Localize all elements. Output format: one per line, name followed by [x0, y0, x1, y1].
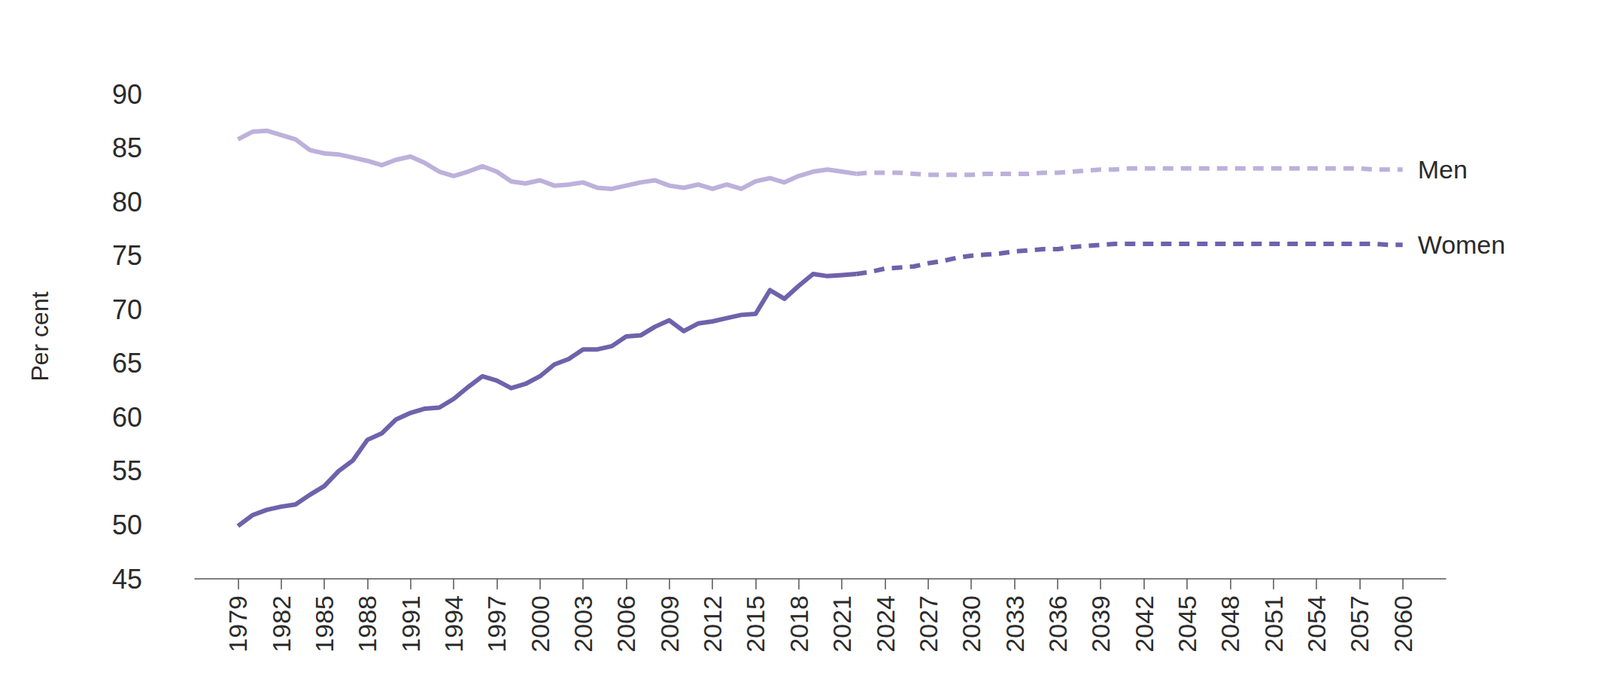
svg-text:50: 50 — [112, 509, 143, 541]
svg-text:2060: 2060 — [1388, 595, 1418, 653]
svg-text:85: 85 — [112, 132, 143, 164]
svg-text:2030: 2030 — [956, 595, 986, 653]
svg-text:65: 65 — [112, 347, 143, 379]
svg-text:1991: 1991 — [396, 595, 426, 653]
svg-text:2039: 2039 — [1086, 595, 1115, 653]
svg-text:90: 90 — [112, 78, 143, 110]
svg-text:55: 55 — [112, 455, 143, 486]
svg-text:Per cent: Per cent — [26, 291, 54, 381]
svg-text:1997: 1997 — [482, 595, 511, 653]
svg-text:70: 70 — [112, 294, 143, 325]
svg-text:2045: 2045 — [1172, 595, 1202, 653]
svg-text:2006: 2006 — [611, 595, 641, 653]
svg-text:2021: 2021 — [827, 595, 857, 653]
svg-text:2033: 2033 — [1000, 595, 1030, 653]
svg-text:2036: 2036 — [1043, 595, 1072, 653]
svg-text:2054: 2054 — [1302, 595, 1331, 653]
svg-text:2057: 2057 — [1344, 595, 1374, 653]
svg-text:45: 45 — [112, 563, 143, 595]
svg-text:2015: 2015 — [740, 595, 770, 653]
svg-text:1982: 1982 — [267, 595, 296, 653]
svg-text:2027: 2027 — [913, 595, 943, 653]
svg-text:1994: 1994 — [439, 595, 468, 653]
svg-text:2000: 2000 — [525, 595, 555, 653]
svg-text:2048: 2048 — [1215, 595, 1245, 653]
svg-text:60: 60 — [112, 401, 143, 433]
svg-text:2018: 2018 — [784, 595, 814, 653]
svg-text:75: 75 — [112, 239, 143, 271]
svg-text:2009: 2009 — [655, 595, 684, 653]
svg-text:2051: 2051 — [1259, 595, 1288, 653]
svg-text:2003: 2003 — [568, 595, 598, 653]
svg-text:2042: 2042 — [1129, 595, 1159, 653]
svg-text:80: 80 — [112, 186, 143, 218]
svg-text:1979: 1979 — [223, 595, 252, 653]
svg-text:2024: 2024 — [871, 595, 900, 653]
svg-text:1988: 1988 — [352, 595, 382, 653]
svg-text:Men: Men — [1417, 154, 1468, 184]
svg-text:Women: Women — [1417, 230, 1506, 259]
svg-text:2012: 2012 — [698, 595, 727, 653]
svg-text:1985: 1985 — [309, 595, 339, 653]
